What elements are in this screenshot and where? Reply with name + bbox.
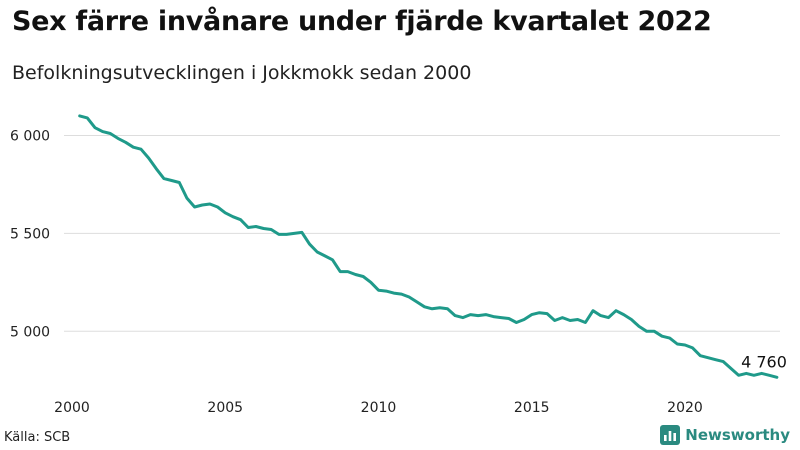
y-axis-ticks: 5 000 5 500 6 000 [10,128,50,340]
bar-chart-icon [660,425,681,445]
brand-logo: Newsworthy [660,425,790,445]
x-tick-label: 2015 [514,400,550,416]
x-tick-label: 2020 [667,400,703,416]
x-tick-label: 2000 [54,400,90,416]
chart-subtitle: Befolkningsutvecklingen i Jokkmokk sedan… [12,62,472,84]
x-tick-label: 2010 [361,400,397,416]
gridlines [64,134,780,332]
x-axis-ticks: 2000 2005 2010 2015 2020 [54,400,703,416]
y-tick-label: 5 500 [10,226,50,242]
source-note: Källa: SCB [4,430,71,445]
series-layer [78,114,779,379]
chart-title: Sex färre invånare under fjärde kvartale… [12,6,712,37]
series-line [78,114,779,379]
brand-name: Newsworthy [685,426,790,444]
y-tick-label: 5 000 [10,324,50,340]
y-tick-label: 6 000 [10,128,50,144]
x-tick-label: 2005 [207,400,243,416]
end-value-label: 4 760 [741,352,787,371]
